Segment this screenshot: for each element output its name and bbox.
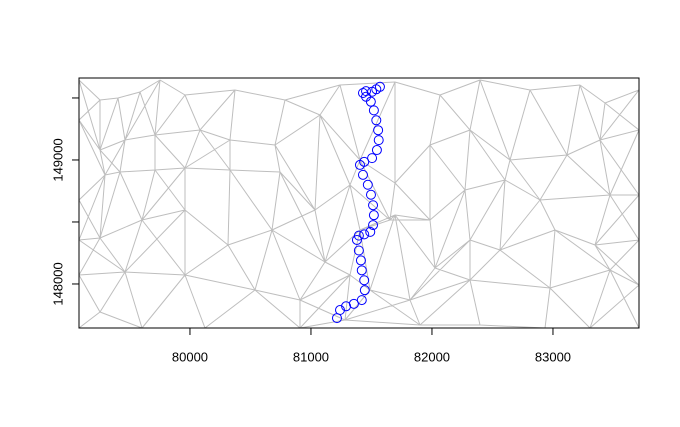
point [368,210,379,221]
point [371,145,382,156]
plot-frame [78,77,640,329]
point [359,285,370,296]
point [365,226,376,237]
point [353,230,364,241]
point [353,245,364,256]
point [356,265,367,276]
point [374,81,385,92]
point [371,84,382,95]
point [335,305,346,316]
point [359,229,370,240]
mesh [78,79,640,329]
point [365,189,376,200]
point [356,295,367,306]
point [341,301,352,312]
y-tick-label: 148000 [50,262,65,305]
point [359,275,370,286]
point [371,115,382,126]
mesh-edges [78,79,640,329]
point [367,153,378,164]
point [362,179,373,190]
point [357,169,368,180]
x-tick-label: 83000 [535,349,571,364]
point [368,200,379,211]
point [365,96,376,107]
x-tick-label: 81000 [293,349,329,364]
x-tick-label: 82000 [414,349,450,364]
point [348,298,359,309]
point [359,156,370,167]
point [361,91,372,102]
point [373,135,384,146]
x-tick-label: 80000 [172,349,208,364]
point [373,125,384,136]
y-tick-label: 149000 [50,138,65,181]
point [368,220,379,231]
point [368,105,379,116]
point [351,234,362,245]
point [361,86,372,97]
point [355,255,366,266]
